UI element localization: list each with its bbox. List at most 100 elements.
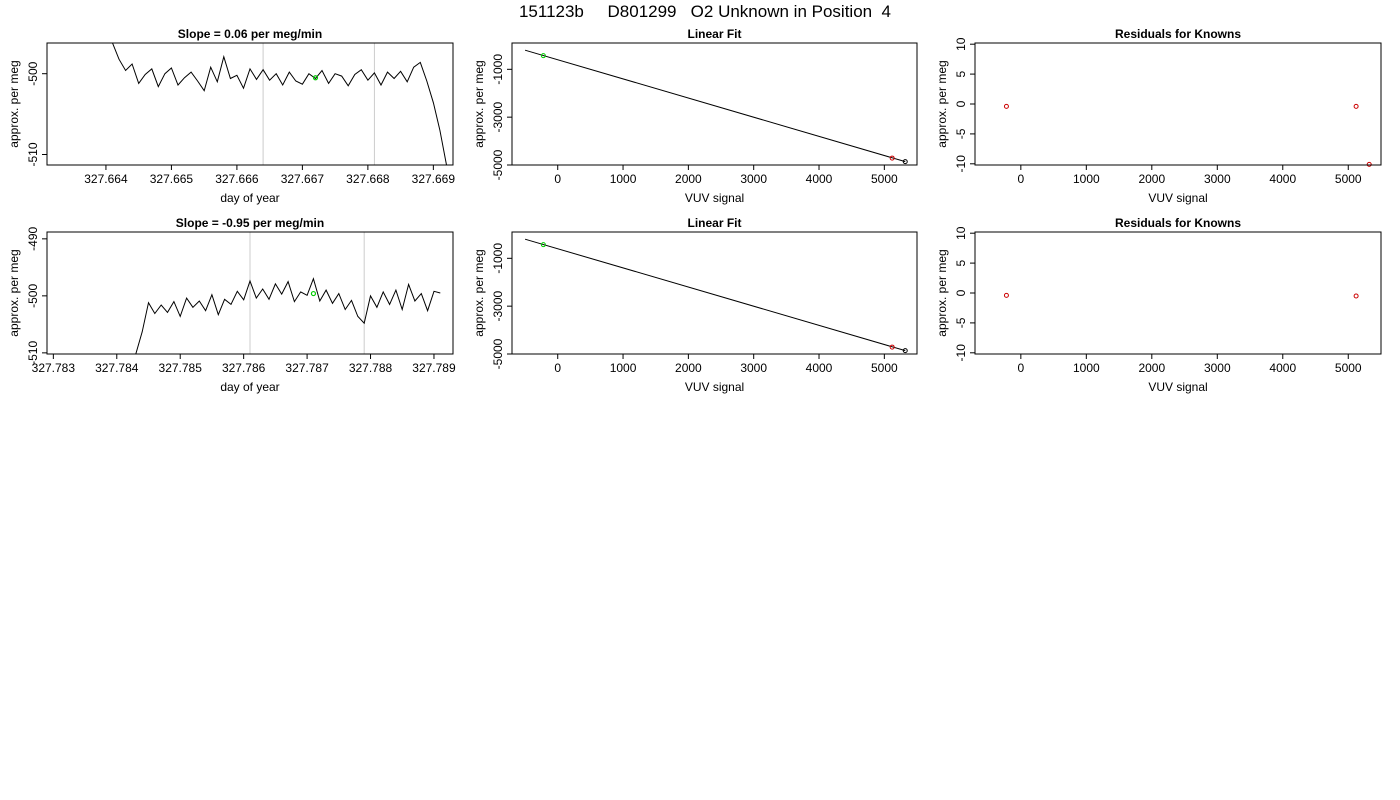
y-tick-label: -1000 bbox=[491, 243, 505, 274]
y-axis-label: approx. per meg bbox=[472, 249, 486, 336]
y-axis-label: approx. per meg bbox=[935, 249, 949, 336]
x-tick-label: 327.667 bbox=[281, 172, 325, 186]
x-tick-label: 327.785 bbox=[159, 361, 203, 375]
x-axis-label: VUV signal bbox=[685, 191, 744, 205]
y-tick-label: -10 bbox=[954, 344, 968, 362]
x-tick-label: 1000 bbox=[610, 361, 637, 375]
y-tick-label: -3000 bbox=[491, 101, 505, 132]
x-tick-label: 4000 bbox=[806, 172, 833, 186]
plot-frame bbox=[46, 231, 454, 355]
y-tick-label: -5000 bbox=[491, 338, 505, 369]
y-tick-label: -5 bbox=[954, 128, 968, 139]
x-tick-label: 327.669 bbox=[412, 172, 456, 186]
x-tick-label: 0 bbox=[1017, 361, 1024, 375]
y-tick-label: -10 bbox=[954, 155, 968, 173]
plot-frame bbox=[46, 42, 454, 166]
plot-frame bbox=[511, 231, 918, 355]
x-tick-label: 327.668 bbox=[346, 172, 390, 186]
y-axis-label: approx. per meg bbox=[472, 60, 486, 147]
x-axis-label: VUV signal bbox=[1148, 380, 1207, 394]
x-tick-label: 327.786 bbox=[222, 361, 266, 375]
x-tick-label: 1000 bbox=[1073, 361, 1100, 375]
data-point bbox=[1353, 293, 1359, 299]
chart-title: Linear Fit bbox=[687, 27, 741, 41]
data-point bbox=[902, 348, 908, 354]
x-axis-label: VUV signal bbox=[1148, 191, 1207, 205]
chart-title: Slope = -0.95 per meg/min bbox=[176, 216, 324, 230]
y-tick-label: -5 bbox=[954, 317, 968, 328]
series-line bbox=[135, 277, 441, 354]
x-tick-label: 5000 bbox=[871, 361, 898, 375]
y-axis-label: approx. per meg bbox=[935, 60, 949, 147]
x-tick-label: 327.664 bbox=[84, 172, 128, 186]
data-point bbox=[1366, 161, 1372, 167]
chart-panel-5: Linear Fit 0 1000 2000 3000 4000 5000 -1000 -300… bbox=[472, 216, 918, 394]
plot-frame bbox=[974, 231, 1382, 355]
data-point bbox=[902, 159, 908, 165]
x-tick-label: 327.784 bbox=[95, 361, 139, 375]
chart-title: Residuals for Knowns bbox=[1115, 27, 1241, 41]
x-tick-label: 327.666 bbox=[215, 172, 259, 186]
y-axis-label: approx. per meg bbox=[7, 249, 21, 336]
chart-title: Residuals for Knowns bbox=[1115, 216, 1241, 230]
y-tick-label: 5 bbox=[954, 259, 968, 266]
highlight-point bbox=[312, 75, 319, 81]
plot-frame bbox=[511, 42, 918, 166]
x-tick-label: 327.787 bbox=[285, 361, 329, 375]
series-line bbox=[112, 43, 447, 165]
data-point bbox=[1003, 103, 1009, 109]
x-tick-label: 0 bbox=[554, 172, 561, 186]
x-axis-label: day of year bbox=[220, 191, 279, 205]
main-title: 151123b D801299 O2 Unknown in Position 4 bbox=[518, 2, 892, 21]
data-point bbox=[889, 155, 895, 161]
x-tick-label: 327.783 bbox=[32, 361, 76, 375]
data-point bbox=[1353, 103, 1359, 109]
data-point bbox=[540, 242, 546, 248]
chart-title: Slope = 0.06 per meg/min bbox=[178, 27, 322, 41]
chart-panel-1: Slope = 0.06 per meg/min 327.664 327.665 32… bbox=[7, 27, 455, 205]
x-tick-label: 2000 bbox=[1138, 172, 1165, 186]
y-tick-label: -500 bbox=[26, 61, 40, 85]
x-tick-label: 2000 bbox=[1138, 361, 1165, 375]
chart-panel-3: Residuals for Knowns 0 1000 2000 3000 4000 500… bbox=[935, 27, 1382, 205]
y-tick-label: -3000 bbox=[491, 290, 505, 321]
x-tick-label: 5000 bbox=[871, 172, 898, 186]
y-tick-label: 5 bbox=[954, 70, 968, 77]
x-tick-label: 0 bbox=[554, 361, 561, 375]
y-tick-label: 0 bbox=[954, 289, 968, 296]
x-axis-label: day of year bbox=[220, 380, 279, 394]
x-axis-label: VUV signal bbox=[685, 380, 744, 394]
y-tick-label: -500 bbox=[26, 284, 40, 308]
x-tick-label: 4000 bbox=[806, 361, 833, 375]
y-tick-label: -510 bbox=[26, 142, 40, 166]
x-tick-label: 0 bbox=[1017, 172, 1024, 186]
x-tick-label: 2000 bbox=[675, 361, 702, 375]
x-tick-label: 327.789 bbox=[412, 361, 456, 375]
x-tick-label: 4000 bbox=[1269, 361, 1296, 375]
chart-panel-4: Slope = -0.95 per meg/min 327.783 327.784 3… bbox=[7, 216, 456, 394]
x-tick-label: 3000 bbox=[1204, 361, 1231, 375]
y-tick-label: -1000 bbox=[491, 54, 505, 85]
x-tick-label: 1000 bbox=[610, 172, 637, 186]
x-tick-label: 3000 bbox=[1204, 172, 1231, 186]
y-tick-label: 10 bbox=[954, 37, 968, 51]
data-point bbox=[889, 344, 895, 350]
x-tick-label: 5000 bbox=[1335, 172, 1362, 186]
x-tick-label: 1000 bbox=[1073, 172, 1100, 186]
x-tick-label: 2000 bbox=[675, 172, 702, 186]
chart-title: Linear Fit bbox=[687, 216, 741, 230]
chart-panel-2: Linear Fit 0 1000 2000 3000 4000 5000 -1000 -300… bbox=[472, 27, 918, 205]
y-tick-label: -5000 bbox=[491, 149, 505, 180]
fit-line bbox=[524, 49, 906, 163]
y-axis-label: approx. per meg bbox=[7, 60, 21, 147]
x-tick-label: 3000 bbox=[740, 172, 767, 186]
y-tick-label: -490 bbox=[26, 227, 40, 251]
x-tick-label: 327.665 bbox=[150, 172, 194, 186]
y-tick-label: 10 bbox=[954, 226, 968, 240]
y-tick-label: 0 bbox=[954, 100, 968, 107]
x-tick-label: 5000 bbox=[1335, 361, 1362, 375]
chart-panel-6: Residuals for Knowns 0 1000 2000 3000 4000 500… bbox=[935, 216, 1382, 394]
x-tick-label: 4000 bbox=[1269, 172, 1296, 186]
data-point bbox=[540, 53, 546, 59]
fit-line bbox=[524, 238, 906, 352]
